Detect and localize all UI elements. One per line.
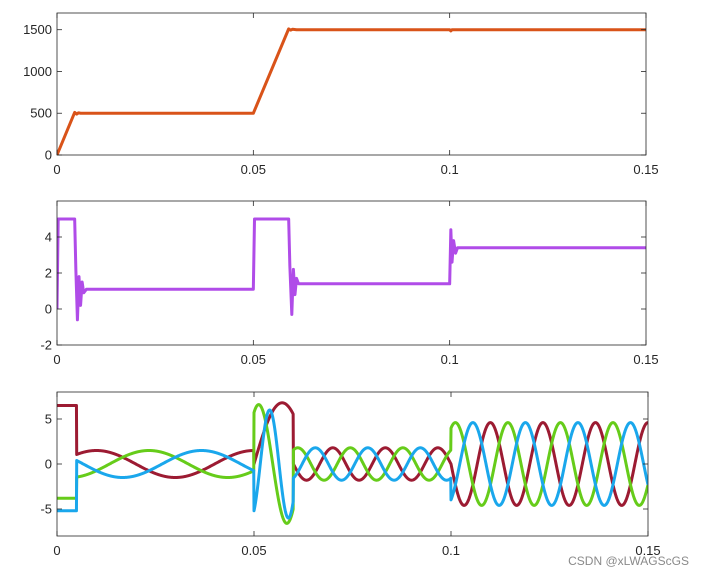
y-tick-label: 0 [45,148,52,163]
y-tick-label: 0 [45,457,52,472]
phase-current-plot: 0 0.05 0.1 0.15 -5 0 5 [40,391,661,558]
series-line-2-2 [57,408,648,520]
x-tick-label: 0 [53,543,60,558]
x-tick-label: 0.05 [241,352,266,367]
y-tick-label: 4 [45,230,52,245]
series-line-2-0 [57,401,648,507]
y-tick-label: 2 [45,266,52,281]
y-tick-label: 1000 [23,64,52,79]
x-tick-label: 0.05 [241,543,266,558]
x-tick-label: 0 [53,162,60,177]
x-tick-label: 0.1 [441,162,459,177]
x-tick-label: 0.1 [442,543,460,558]
series-line-1-0 [57,217,646,322]
x-tick-label: 0.15 [635,543,660,558]
series-line-0-0 [57,27,646,155]
x-tick-label: 0.1 [441,352,459,367]
axes-box [56,12,647,156]
x-tick-label: 0 [53,352,60,367]
axes-box [56,200,647,346]
axes-box [56,391,649,537]
y-tick-label: 5 [45,412,52,427]
watermark: CSDN @xLWAGScGS [568,554,689,568]
x-tick-label: 0.15 [633,352,658,367]
y-tick-label: 0 [45,302,52,317]
y-tick-label: 500 [30,106,52,121]
y-tick-label: 1500 [23,22,52,37]
x-tick-label: 0.15 [633,162,658,177]
y-tick-label: -5 [40,502,52,517]
y-tick-label: -2 [40,338,52,353]
series-line-2-1 [57,403,648,525]
x-tick-label: 0.05 [241,162,266,177]
speed-plot: 0 0.05 0.1 0.15 0 500 1000 1500 [23,12,659,177]
